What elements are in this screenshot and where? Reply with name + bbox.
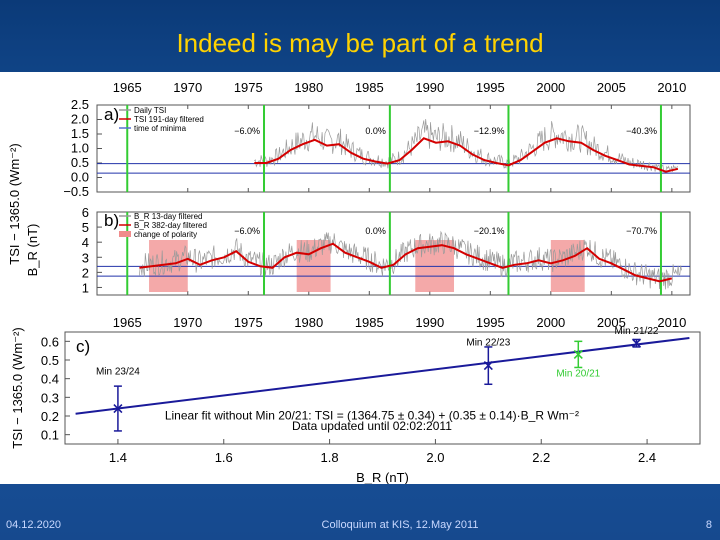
y-tick-label: 0.3	[41, 390, 59, 405]
minimum-change-label: −6.0%	[234, 126, 260, 136]
y-tick-label: −0.5	[63, 184, 89, 199]
panel-b-frame	[96, 211, 691, 296]
data-updated-note: Data updated until 02:02:2011	[292, 419, 452, 433]
x-tick-label: 1965	[113, 315, 142, 330]
fit-annotation: Linear fit without Min 20/21: TSI = (136…	[165, 409, 579, 423]
legend-swatch	[119, 231, 131, 237]
panel-label-b: b)	[104, 211, 119, 230]
minimum-change-label: −40.3%	[626, 126, 657, 136]
minimum-change-label: 0.0%	[365, 226, 386, 236]
br-13day-line	[139, 230, 682, 290]
x-axis-label: B_R (nT)	[356, 470, 409, 484]
legend-label: Daily TSI	[134, 106, 166, 115]
x-tick-label: 1995	[476, 315, 505, 330]
x-tick-label: 2.2	[532, 450, 550, 465]
data-point	[113, 403, 123, 414]
x-tick-label: 2010	[657, 80, 686, 95]
y-tick-label: 1.5	[71, 126, 89, 141]
y-tick-label: 4	[82, 235, 89, 250]
x-tick-label: 2.4	[638, 450, 656, 465]
x-tick-label: 1985	[355, 80, 384, 95]
legend-label: B_R 382-day filtered	[134, 221, 207, 230]
point-label: Min 20/21	[556, 368, 600, 379]
footer-date: 04.12.2020	[6, 519, 62, 531]
y-tick-label: 3	[82, 250, 89, 265]
y-tick-label: 2.0	[71, 112, 89, 127]
legend-label: B_R 13-day filtered	[134, 212, 202, 221]
x-tick-label: 1970	[173, 80, 202, 95]
x-tick-label: 2005	[597, 315, 626, 330]
x-tick-label: 1975	[234, 315, 263, 330]
y-tick-label: 0.4	[41, 372, 59, 387]
y-tick-label: 0.6	[41, 334, 59, 349]
point-label: Min 22/23	[466, 338, 510, 349]
y-axis-label: TSI − 1365.0 (Wm⁻²)	[10, 327, 25, 448]
tsi-daily-line	[254, 118, 678, 173]
y-axis-label: TSI − 1365.0 (Wm⁻²)	[7, 143, 22, 264]
legend-label: time of minima	[134, 124, 187, 133]
panel-label-a: a)	[104, 105, 119, 124]
y-tick-label: 0.1	[41, 428, 59, 443]
x-tick-label: 1980	[294, 80, 323, 95]
x-tick-label: 1995	[476, 80, 505, 95]
x-tick-label: 2.0	[426, 450, 444, 465]
x-tick-label: 1.8	[321, 450, 339, 465]
y-tick-label: 5	[82, 220, 89, 235]
panel-c-frame	[64, 331, 701, 445]
fit-line	[75, 336, 690, 415]
y-tick-label: 1.0	[71, 141, 89, 156]
y-tick-label: 2	[82, 265, 89, 280]
x-tick-label: 2000	[536, 315, 565, 330]
x-tick-label: 1975	[234, 80, 263, 95]
data-point	[483, 361, 493, 371]
x-tick-label: 1965	[113, 80, 142, 95]
x-tick-label: 1.6	[215, 450, 233, 465]
y-tick-label: 1	[82, 280, 89, 295]
y-tick-label: 2.5	[71, 97, 89, 112]
point-label: Min 21/22	[615, 326, 659, 337]
minimum-change-label: −20.1%	[474, 226, 505, 236]
y-tick-label: 0.2	[41, 409, 59, 424]
x-tick-label: 2010	[657, 315, 686, 330]
minimum-change-label: −70.7%	[626, 226, 657, 236]
br-filtered-line	[139, 242, 673, 283]
x-tick-label: 1990	[415, 80, 444, 95]
point-label: Min 23/24	[96, 367, 140, 378]
minimum-change-label: −12.9%	[474, 126, 505, 136]
minimum-change-label: 0.0%	[365, 126, 386, 136]
data-point	[631, 338, 642, 348]
footer-event: Colloquium at KIS, 12.May 2011	[321, 519, 479, 531]
legend-label: change of polarity	[134, 230, 197, 239]
y-tick-label: 6	[82, 205, 89, 220]
figure-panel: 1965 1965 1970 1970 1975 1975 1980 1980 1985 1985…	[0, 72, 720, 484]
figure-svg: 1965 1965 1970 1970 1975 1975 1980 1980 1985 1985…	[7, 80, 701, 484]
x-tick-label: 1.4	[109, 450, 127, 465]
x-tick-label: 1990	[415, 315, 444, 330]
page-number: 8	[705, 519, 712, 531]
y-axis-label: B_R (nT)	[25, 224, 40, 277]
x-tick-label: 1980	[294, 315, 323, 330]
tsi-filtered-line	[254, 137, 679, 173]
x-tick-label: 2005	[597, 80, 626, 95]
panel-label-c: c)	[76, 337, 90, 356]
y-tick-label: 0.5	[71, 155, 89, 170]
legend-label: TSI 191-day filtered	[134, 115, 204, 124]
x-tick-label: 1985	[355, 315, 384, 330]
x-tick-label: 2000	[536, 80, 565, 95]
x-tick-label: 1970	[173, 315, 202, 330]
slide-title: Indeed is may be part of a trend	[176, 28, 544, 58]
minimum-change-label: −6.0%	[234, 226, 260, 236]
data-point	[573, 349, 583, 359]
y-tick-label: 0.5	[41, 353, 59, 368]
y-tick-label: 0.0	[71, 170, 89, 185]
